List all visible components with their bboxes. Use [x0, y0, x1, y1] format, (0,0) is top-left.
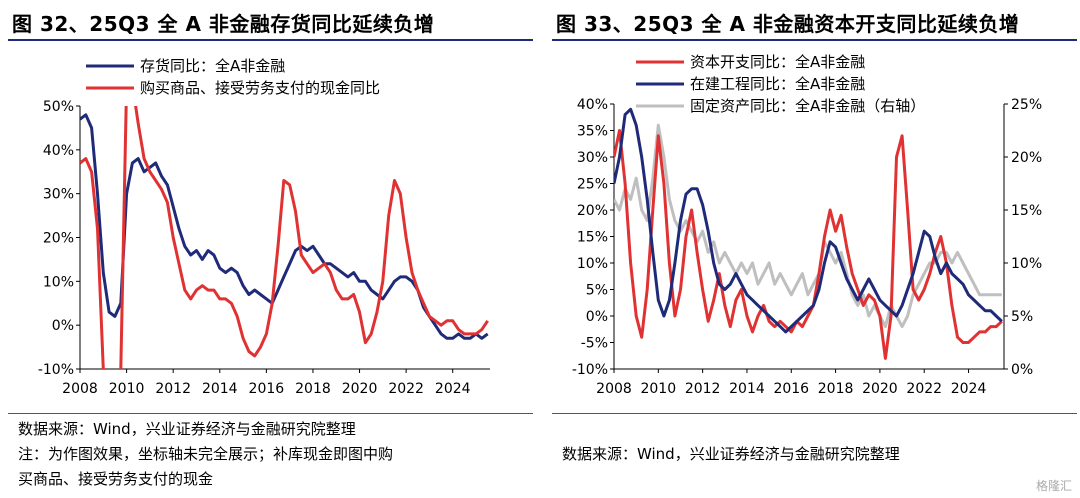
- figure-32-bottom-rule: [8, 413, 533, 414]
- x-tick-label: 2022: [906, 381, 942, 397]
- figure-33-title-rule: [552, 39, 1077, 41]
- y-tick-label: 25%: [577, 177, 608, 193]
- y2-tick-label: 20%: [1011, 150, 1042, 166]
- y-tick-label: -10%: [38, 362, 74, 378]
- y-tick-label: -10%: [572, 362, 608, 378]
- figure-32-source: 数据来源：Wind，兴业证券经济与金融研究院整理: [18, 420, 356, 438]
- x-tick-label: 2022: [388, 381, 424, 397]
- y-tick-label: 20%: [43, 231, 74, 247]
- y2-tick-label: 15%: [1011, 203, 1042, 219]
- y2-tick-label: 5%: [1011, 309, 1033, 325]
- x-tick-label: 2008: [596, 381, 632, 397]
- watermark-logo: 格隆汇: [1035, 479, 1072, 493]
- x-tick-label: 2024: [951, 381, 987, 397]
- x-tick-label: 2014: [729, 381, 765, 397]
- figure-33-panel: 图 33、25Q3 全 A 非金融资本开支同比延续负增 -10% -5% 0% 5% 1…: [552, 0, 1080, 498]
- series-line-1: [614, 107, 1003, 334]
- y-tick-label: 10%: [577, 256, 608, 272]
- figure-32-chart: -10% 0% 10% 20% 30% 40% 50% 2008 2010 2012 2014 201…: [38, 57, 490, 397]
- legend-label-1: 在建工程同比：全A非金融: [690, 75, 865, 93]
- x-tick-label: 2020: [862, 381, 898, 397]
- x-tick-label: 2016: [249, 381, 285, 397]
- x-tick-label: 2008: [62, 381, 98, 397]
- series-line-0: [614, 129, 1003, 360]
- x-tick-label: 2024: [435, 381, 471, 397]
- y-tick-label: 50%: [43, 99, 74, 115]
- legend-label-0: 资本开支同比：全A非金融: [690, 53, 865, 71]
- figure-33-chart: -10% -5% 0% 5% 10% 15% 20% 25% 30% 35% 40% 0% 5% 10% 1…: [572, 53, 1042, 397]
- y-tick-label: 30%: [577, 150, 608, 166]
- y-tick-label: 40%: [577, 97, 608, 113]
- legend-label-2: 固定资产同比：全A非金融（右轴）: [690, 97, 925, 115]
- y-tick-label: 0%: [586, 309, 608, 325]
- x-tick-label: 2018: [295, 381, 331, 397]
- y-tick-label: 5%: [586, 283, 608, 299]
- x-tick-label: 2010: [109, 381, 145, 397]
- y-tick-label: 10%: [43, 274, 74, 290]
- x-tick-label: 2014: [202, 381, 238, 397]
- legend-label-0: 存货同比：全A非金融: [140, 57, 285, 75]
- y-tick-label: 0%: [52, 318, 74, 334]
- y2-tick-label: 10%: [1011, 256, 1042, 272]
- series-line-1: [80, 106, 489, 369]
- y-tick-label: -5%: [581, 336, 608, 352]
- y2-tick-label: 0%: [1011, 362, 1033, 378]
- y2-tick-label: 25%: [1011, 97, 1042, 113]
- figure-32-title-rule: [8, 39, 533, 41]
- y-tick-label: 20%: [577, 203, 608, 219]
- figure-32-note-line-2: 买商品、接受劳务支付的现金: [18, 470, 214, 488]
- y-tick-label: 15%: [577, 230, 608, 246]
- x-tick-label: 2010: [640, 381, 676, 397]
- x-tick-label: 2016: [773, 381, 809, 397]
- x-tick-label: 2020: [342, 381, 378, 397]
- x-tick-label: 2012: [155, 381, 191, 397]
- figure-33-title: 图 33、25Q3 全 A 非金融资本开支同比延续负增: [556, 12, 1020, 36]
- figure-32-panel: 图 32、25Q3 全 A 非金融存货同比延续负增 -10% 0% 10% 20% 30…: [8, 0, 538, 498]
- figure-33-bottom-rule: [552, 413, 1077, 414]
- x-tick-label: 2012: [685, 381, 721, 397]
- legend-label-1: 购买商品、接受劳务支付的现金同比: [140, 79, 380, 97]
- figure-33-source: 数据来源：Wind，兴业证券经济与金融研究院整理: [562, 445, 900, 463]
- y-tick-label: 35%: [577, 124, 608, 140]
- figure-32-note-line-1: 注：为作图效果，坐标轴未完全展示；补库现金即图中购: [18, 445, 394, 463]
- y-tick-label: 40%: [43, 143, 74, 159]
- figure-32-title: 图 32、25Q3 全 A 非金融存货同比延续负增: [12, 12, 435, 36]
- x-tick-label: 2018: [818, 381, 854, 397]
- y-tick-label: 30%: [43, 187, 74, 203]
